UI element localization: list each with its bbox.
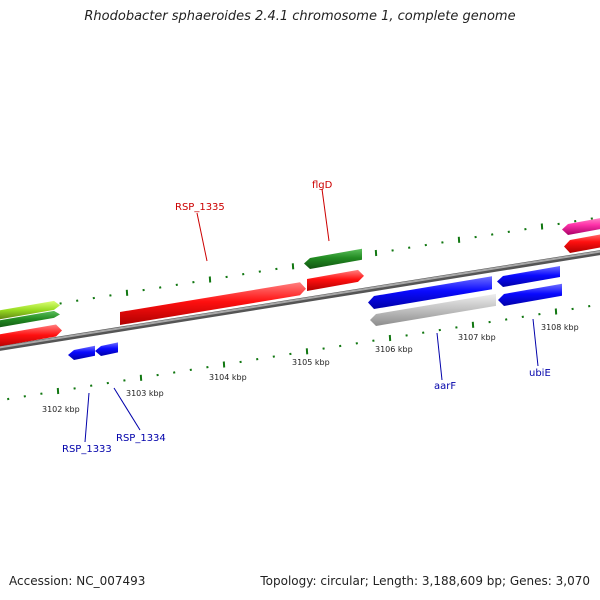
gene-rsp1335[interactable]: [120, 282, 306, 325]
gene-labels: RSP_1335 flgD RSP_1333 RSP_1334 aarF ubi…: [62, 180, 551, 455]
gene-label-rsp1333[interactable]: RSP_1333: [62, 444, 112, 455]
gene-flgd[interactable]: [307, 269, 364, 291]
chromosome-backbone: [0, 250, 600, 351]
gene-label-ubie[interactable]: ubiE: [529, 368, 551, 379]
gene-green-left[interactable]: [0, 310, 60, 329]
gene-aarf[interactable]: [368, 276, 492, 309]
gene-rsp1334[interactable]: [95, 342, 118, 356]
accession-text: Accession: NC_007493: [9, 574, 146, 588]
genome-summary-text: Topology: circular; Length: 3,188,609 bp…: [260, 574, 590, 588]
kbp-label: 3107 kbp: [458, 333, 496, 342]
gene-features: [0, 216, 600, 360]
gene-lime-left[interactable]: [0, 300, 60, 321]
kbp-labels: 3102 kbp 3103 kbp 3104 kbp 3105 kbp 3106…: [42, 323, 579, 414]
kbp-label: 3105 kbp: [292, 358, 330, 367]
kbp-label: 3108 kbp: [541, 323, 579, 332]
kbp-ruler-ticks: [7, 217, 593, 401]
gene-aarf-pseudo[interactable]: [370, 293, 496, 326]
gene-pink-right[interactable]: [562, 216, 600, 235]
gene-label-aarf[interactable]: aarF: [434, 381, 456, 392]
kbp-label: 3103 kbp: [126, 389, 164, 398]
map-title: Rhodobacter sphaeroides 2.4.1 chromosome…: [84, 9, 516, 24]
gene-red-left[interactable]: [0, 324, 62, 348]
gene-ubie[interactable]: [498, 283, 562, 306]
gene-rsp1333[interactable]: [68, 345, 95, 360]
gene-label-rsp1335[interactable]: RSP_1335: [175, 202, 225, 213]
gene-label-leaders: [84, 188, 539, 443]
gene-label-rsp1334[interactable]: RSP_1334: [116, 433, 166, 444]
kbp-label: 3106 kbp: [375, 345, 413, 354]
kbp-label: 3102 kbp: [42, 405, 80, 414]
gene-label-flgd[interactable]: flgD: [312, 180, 333, 191]
kbp-label: 3104 kbp: [209, 373, 247, 382]
gene-red-right[interactable]: [564, 233, 600, 253]
gene-blue-right[interactable]: [497, 265, 560, 287]
gene-flgd-rna[interactable]: [304, 248, 362, 269]
